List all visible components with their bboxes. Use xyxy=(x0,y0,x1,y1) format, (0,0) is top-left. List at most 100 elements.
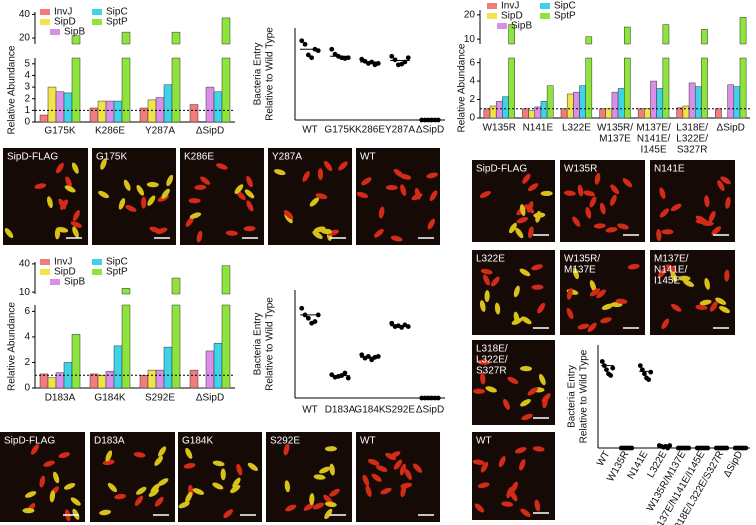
cell xyxy=(617,223,629,230)
x-tick-label: ΔSipD xyxy=(196,393,224,404)
cell xyxy=(719,306,730,314)
panel-label: M137E/ xyxy=(654,254,689,265)
cell xyxy=(659,187,666,200)
cell xyxy=(563,190,576,196)
cell xyxy=(134,495,144,506)
x-tick-label: L318E/ xyxy=(676,123,708,134)
data-point xyxy=(604,367,609,373)
x-tick-label: N141E/ xyxy=(637,134,671,145)
cell xyxy=(148,488,159,497)
cell xyxy=(494,302,501,315)
micrograph: L318E/L322E/S327R xyxy=(472,340,555,425)
cell xyxy=(520,399,531,407)
data-point xyxy=(305,315,311,321)
y-axis-label: Relative to Wild Type xyxy=(265,297,276,391)
legend-swatch xyxy=(540,13,550,19)
bar xyxy=(599,108,606,119)
legend-swatch xyxy=(50,29,60,35)
data-point xyxy=(342,370,348,376)
cell xyxy=(315,193,328,200)
cell xyxy=(183,463,196,469)
cell xyxy=(105,450,113,462)
cell xyxy=(371,473,382,482)
data-point xyxy=(405,324,411,329)
panel-label: M137E xyxy=(564,265,596,276)
cell xyxy=(324,508,333,520)
cell xyxy=(200,176,211,185)
data-point xyxy=(329,46,335,52)
y-tick-label: 2 xyxy=(469,94,475,105)
x-tick-label: D183A xyxy=(45,393,76,404)
cell xyxy=(474,503,485,513)
cell xyxy=(178,501,190,509)
cell xyxy=(426,172,439,179)
cell xyxy=(196,230,203,243)
cell xyxy=(70,497,81,506)
cell xyxy=(156,227,168,235)
micrograph: W135R xyxy=(560,160,645,242)
cell xyxy=(572,216,581,227)
cell xyxy=(64,185,76,193)
data-point xyxy=(642,371,647,377)
bar xyxy=(560,108,568,119)
data-point xyxy=(405,55,411,61)
cell xyxy=(220,468,226,481)
data-point xyxy=(599,359,605,364)
cell xyxy=(356,191,369,199)
panel-label: N141E/ xyxy=(654,265,688,276)
bar xyxy=(197,121,207,123)
cell xyxy=(704,195,710,208)
cell xyxy=(532,446,545,452)
cell xyxy=(601,303,614,310)
bar xyxy=(47,86,57,123)
panel-label: SipD-FLAG xyxy=(4,436,55,447)
cell xyxy=(709,301,718,312)
bar xyxy=(656,88,664,119)
cell xyxy=(64,482,76,490)
legend-label: SipD xyxy=(54,17,76,28)
bar xyxy=(121,288,131,389)
panel-label: L322E xyxy=(476,254,505,265)
bar xyxy=(502,96,509,119)
bar xyxy=(546,85,554,119)
bar xyxy=(624,26,631,119)
legend-label: SipC xyxy=(106,7,128,18)
bar xyxy=(662,24,670,119)
bar xyxy=(483,108,491,119)
micrograph: K286E xyxy=(180,148,264,245)
y-tick-label: 6 xyxy=(24,306,30,317)
micrograph: D183A xyxy=(90,432,175,522)
cell xyxy=(589,288,601,297)
panel-label: WT xyxy=(476,436,492,447)
cell xyxy=(4,228,14,239)
cell xyxy=(236,463,243,476)
cell xyxy=(485,386,497,393)
micrograph-bg xyxy=(356,432,440,522)
cell xyxy=(323,494,333,504)
x-tick-label: WT xyxy=(302,405,318,416)
bar xyxy=(155,97,165,123)
bar xyxy=(205,86,215,123)
cell xyxy=(216,163,228,170)
cell xyxy=(361,177,372,186)
cell xyxy=(501,501,514,507)
micrograph: WT xyxy=(472,432,555,520)
cell xyxy=(498,456,506,468)
cell xyxy=(531,264,543,271)
cell xyxy=(507,376,519,385)
cell xyxy=(70,221,82,228)
cell xyxy=(600,317,612,324)
micrograph-bg xyxy=(268,148,352,245)
legend-label: SipB xyxy=(64,277,85,288)
x-tick-label: W135R/ xyxy=(597,123,633,134)
bar xyxy=(39,373,49,389)
panel-label: W135R/ xyxy=(564,254,600,265)
bar xyxy=(221,265,231,389)
micrograph: W135R/M137E xyxy=(560,250,645,335)
x-tick-label: ΔSipD xyxy=(722,449,746,479)
cell xyxy=(670,270,678,283)
bar xyxy=(163,84,173,123)
cell xyxy=(192,488,205,495)
bar xyxy=(139,374,149,389)
cell xyxy=(324,446,337,452)
